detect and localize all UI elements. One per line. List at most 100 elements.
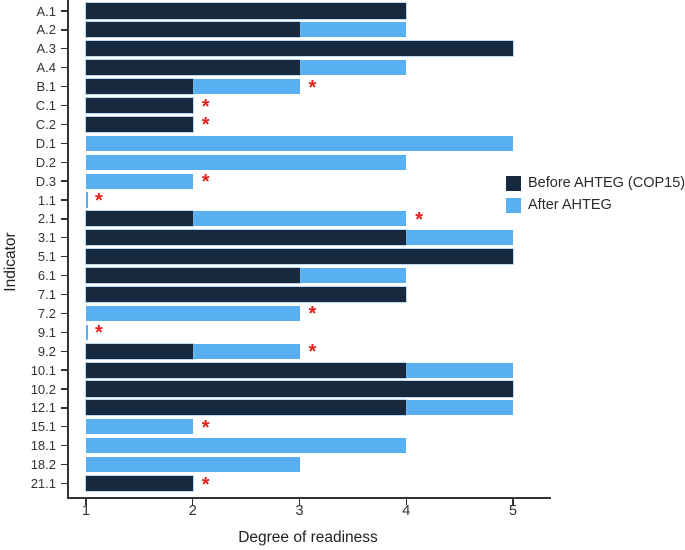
bar-before (86, 381, 513, 397)
y-tick-mark (61, 123, 67, 126)
bar-before (86, 22, 300, 38)
category-label: D.2 (35, 154, 56, 170)
x-tick-mark (512, 498, 514, 505)
bar-before (86, 230, 407, 246)
category-label: D.1 (35, 135, 56, 151)
category-label: C.1 (35, 98, 56, 113)
category-label: C.2 (35, 116, 56, 132)
bar-after (86, 457, 300, 473)
significance-star: * (201, 95, 210, 118)
bar-before (86, 286, 407, 303)
category-label: A.2 (36, 22, 56, 38)
significance-star: * (201, 171, 210, 194)
significance-star: * (415, 208, 424, 231)
category-label: B.1 (36, 79, 56, 95)
category-label: 10.2 (30, 381, 56, 397)
significance-star: * (95, 322, 103, 345)
y-tick-mark (61, 67, 67, 69)
x-tick-mark (405, 498, 407, 505)
category-label: 10.1 (30, 362, 56, 378)
significance-star: * (95, 190, 103, 212)
legend-entry-before: Before AHTEG (COP15) (506, 172, 685, 194)
y-tick-mark (61, 426, 67, 428)
bar-after (86, 192, 88, 208)
category-label: A.1 (36, 3, 56, 19)
bar-before (86, 211, 193, 227)
y-tick-mark (61, 237, 67, 239)
category-label: 21.1 (30, 476, 56, 491)
y-tick-mark (61, 463, 67, 466)
category-label: A.3 (36, 41, 56, 57)
y-tick-mark (61, 161, 67, 163)
bar-before (86, 116, 193, 132)
bar-after (86, 135, 513, 151)
category-label: 6.1 (37, 268, 56, 284)
bar-before (86, 400, 407, 416)
x-tick-label: 4 (402, 503, 411, 519)
bar-before (86, 79, 193, 95)
bar-before (86, 475, 193, 492)
bar-before (86, 249, 513, 265)
bar-after (86, 419, 193, 435)
bar-before (86, 60, 300, 76)
y-tick-mark (61, 29, 67, 31)
y-axis-line (67, 0, 69, 497)
category-label: 9.1 (37, 324, 56, 340)
y-tick-mark (61, 293, 67, 296)
significance-star: * (308, 341, 317, 364)
x-tick-mark (298, 498, 301, 505)
category-label: 18.1 (30, 438, 56, 454)
category-label: D.3 (35, 173, 56, 189)
significance-star: * (308, 76, 317, 99)
significance-star: * (201, 416, 210, 439)
before-swatch-icon (506, 175, 521, 191)
after-swatch-icon (506, 197, 521, 213)
y-tick-mark (61, 10, 67, 12)
bar-before (86, 41, 513, 57)
category-label: A.4 (36, 60, 56, 76)
category-label: 1.1 (37, 192, 56, 208)
category-label: 18.2 (30, 457, 56, 473)
x-tick-mark (192, 498, 194, 505)
legend-entry-after: After AHTEG (506, 194, 685, 216)
x-tick-label: 3 (295, 503, 304, 519)
y-tick-mark (61, 142, 67, 144)
bar-after (86, 173, 193, 189)
y-tick-mark (61, 85, 67, 88)
y-tick-mark (61, 388, 67, 390)
y-tick-mark (61, 312, 67, 315)
category-label: 12.1 (30, 400, 56, 416)
bar-before (86, 97, 193, 114)
category-label: 15.1 (30, 419, 56, 435)
x-axis-line (67, 497, 551, 499)
bar-before (86, 268, 300, 284)
bar-before (86, 343, 193, 359)
y-tick-mark (61, 180, 67, 182)
category-label: 9.2 (37, 343, 56, 359)
y-tick-mark (61, 256, 67, 258)
y-tick-mark (61, 369, 67, 371)
legend-label-after: After AHTEG (528, 197, 612, 213)
y-tick-mark (61, 218, 67, 220)
bar-after (86, 305, 300, 321)
x-tick-mark (85, 498, 87, 505)
bar-after (86, 324, 88, 340)
legend: Before AHTEG (COP15) After AHTEG (506, 172, 685, 216)
y-tick-mark (61, 350, 67, 352)
bar-after (86, 154, 407, 170)
bar-after (86, 438, 407, 454)
x-tick-label: 2 (188, 503, 197, 519)
y-tick-mark (61, 104, 67, 107)
category-label: 7.1 (37, 287, 56, 302)
x-axis-title: Degree of readiness (238, 529, 378, 546)
y-tick-mark (61, 407, 67, 409)
y-tick-mark (61, 274, 67, 277)
category-label: 3.1 (37, 230, 56, 246)
bar-before (86, 3, 407, 19)
y-tick-mark (61, 199, 67, 201)
legend-label-before: Before AHTEG (COP15) (528, 175, 685, 191)
category-label: 5.1 (37, 249, 56, 265)
y-tick-mark (61, 482, 67, 485)
significance-star: * (308, 303, 317, 326)
x-tick-label: 5 (508, 503, 518, 519)
